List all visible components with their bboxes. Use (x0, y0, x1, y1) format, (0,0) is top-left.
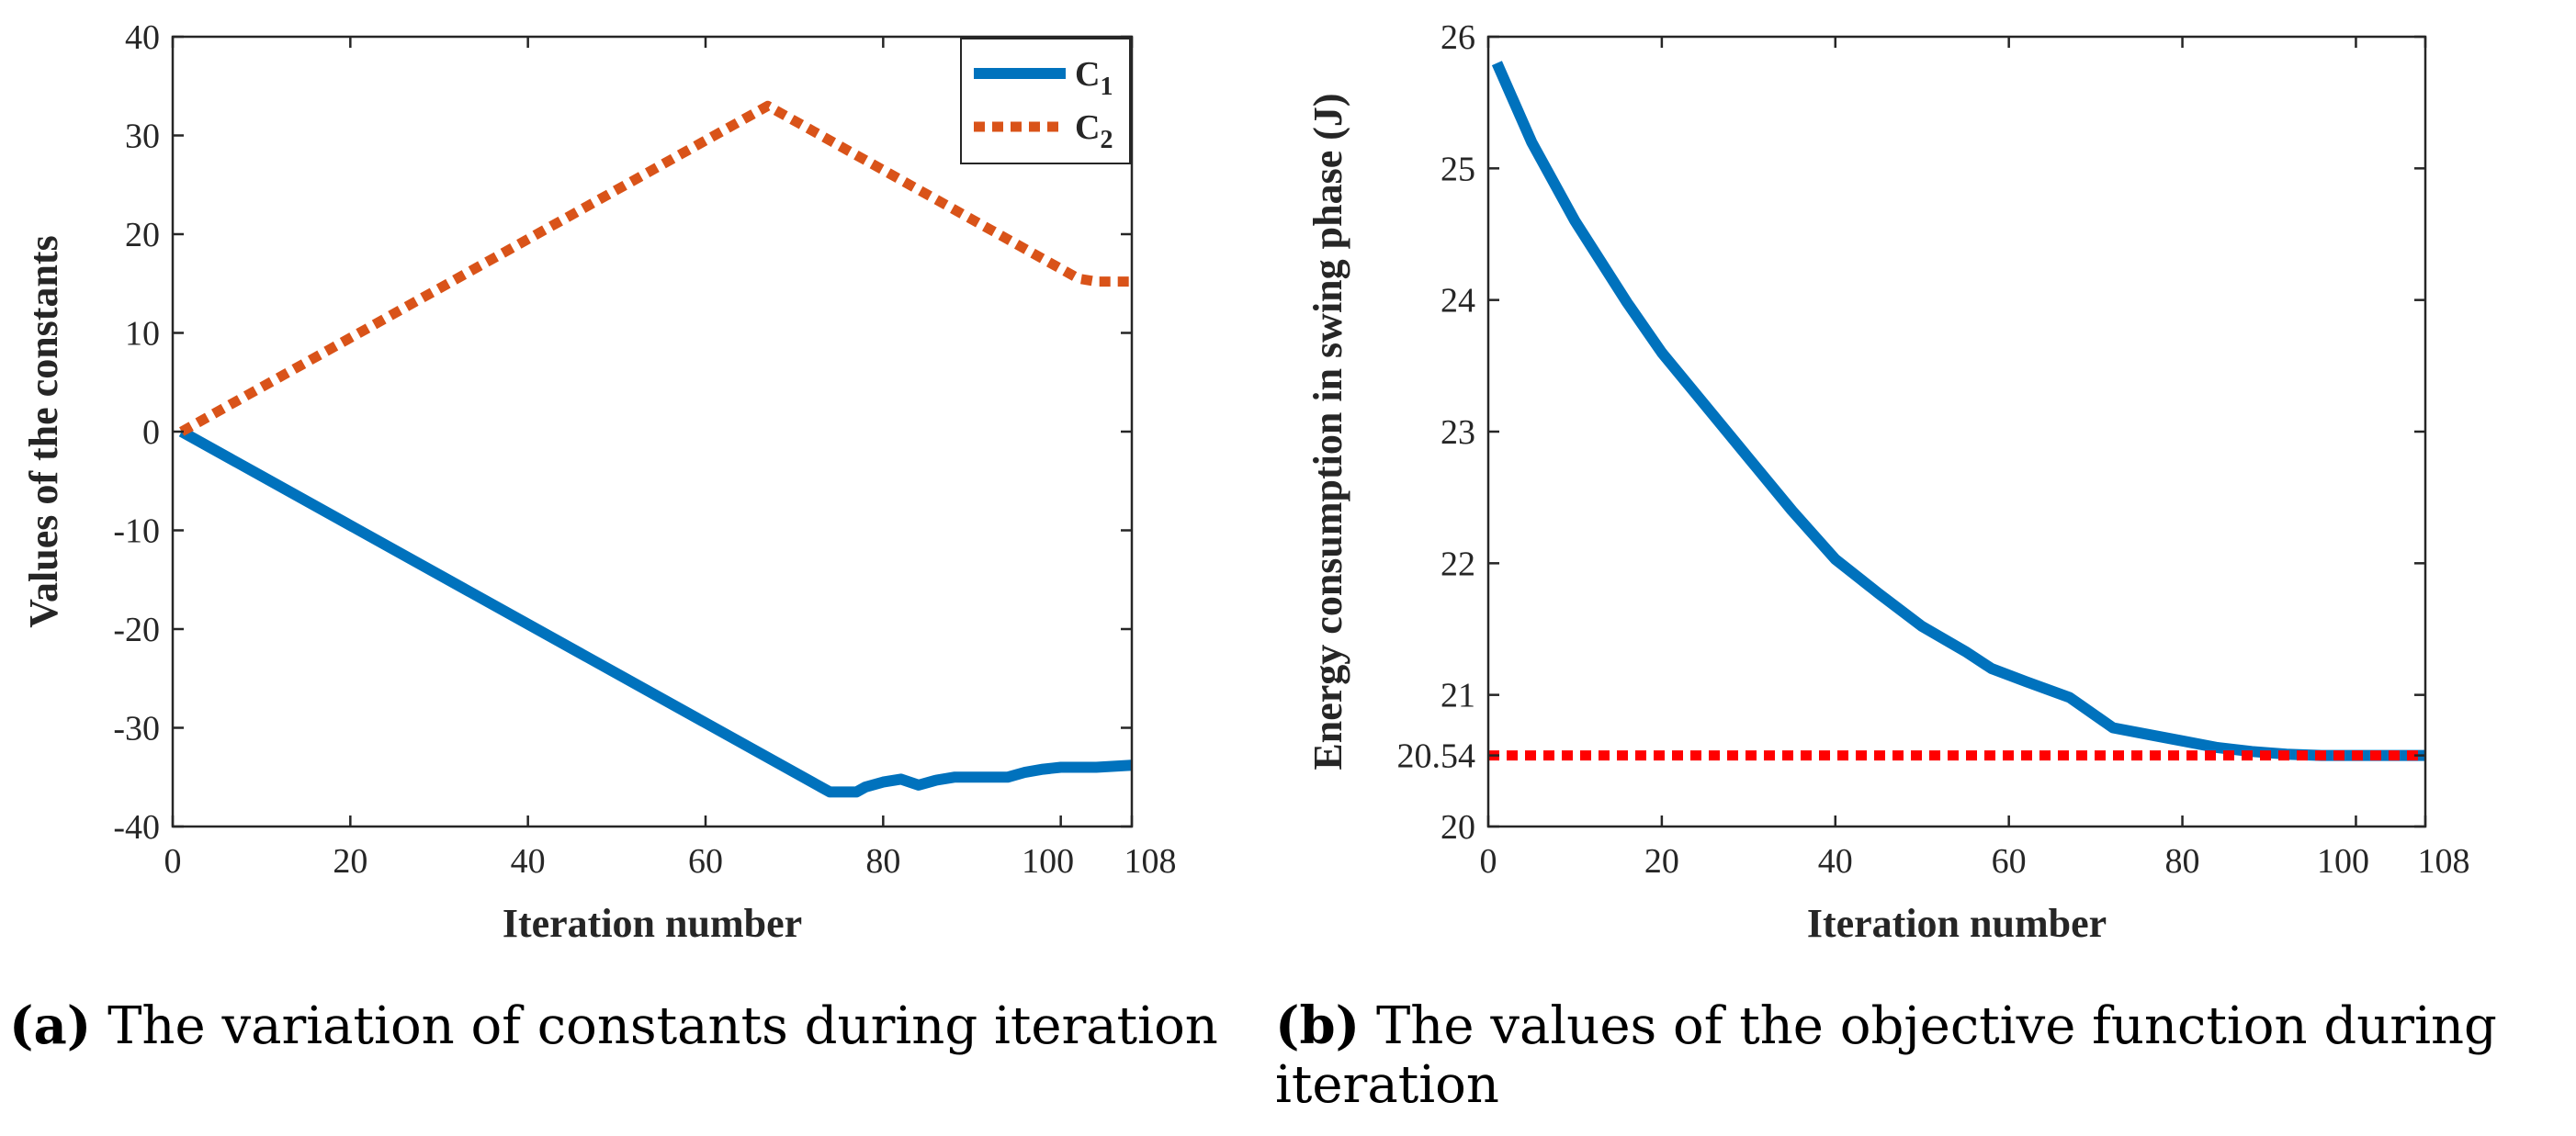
caption-a-text: The variation of constants during iterat… (91, 996, 1218, 1056)
caption-a-tag: (a) (9, 995, 92, 1056)
chart-a-xtick-label-0: 0 (164, 842, 182, 881)
chart-a-xtick-label-3: 60 (688, 842, 723, 881)
chart-b-series-1-line (1491, 61, 2425, 761)
chart-a-xtick-label-2: 40 (511, 842, 546, 881)
chart-a-ytick-label-2: -20 (113, 611, 160, 649)
chart-a-legend-box (960, 38, 1131, 164)
chart-a-ytick-label-1: -30 (113, 710, 160, 748)
chart-a-ytick-label-4: 0 (142, 413, 160, 452)
chart-a-series-1-line (178, 426, 1133, 798)
chart-b-xtick-label-0: 0 (1480, 842, 1497, 881)
chart-b-ylabel: Energy consumption in swing phase (J) (1305, 93, 1350, 770)
chart-a-ytick-label-8: 40 (125, 18, 160, 57)
chart-b-xtick-label-4: 80 (2165, 842, 2200, 881)
chart-a-ylabel: Values of the constants (21, 235, 66, 627)
chart-b-ytick-label-0: 20 (1441, 808, 1475, 847)
chart-a: 0 20 40 60 80 100 108 -40 -30 -20 -10 0 10 20 30 40 Iter… (21, 18, 1177, 946)
chart-b-xlabel: Iteration number (1807, 901, 2107, 946)
chart-a-series-2-line (179, 100, 1132, 436)
chart-b-xtick-label-5: 100 (2317, 842, 2369, 881)
chart-a-legend-label-1-subscript: 1 (1100, 73, 1113, 101)
caption-b-text: The values of the objective function dur… (1360, 996, 2497, 1056)
chart-a-ytick-label-5: 10 (125, 315, 160, 354)
chart-a-legend-label-1: C1 (1075, 55, 1113, 101)
chart-b-xtick-label-3: 60 (1992, 842, 2027, 881)
chart-a-xtick-label-4: 80 (865, 842, 900, 881)
chart-b-ytick-label-1: 20.54 (1397, 737, 1476, 776)
chart-b-xtick-label-6: 108 (2418, 842, 2470, 881)
chart-a-ytick-label-3: -10 (113, 512, 160, 551)
chart-b-ytick-label-3: 22 (1441, 545, 1475, 583)
caption-a: (a) The variation of constants during it… (9, 996, 1218, 1056)
chart-a-legend-label-2-subscript: 2 (1100, 126, 1113, 154)
chart-a-legend-label-1-name: C (1075, 55, 1100, 94)
chart-b-ytick-label-6: 25 (1441, 150, 1475, 188)
chart-a-xtick-label-6: 108 (1124, 842, 1177, 881)
chart-a-xlabel: Iteration number (503, 901, 802, 946)
chart-b-xtick-label-1: 20 (1644, 842, 1679, 881)
chart-b: 0 20 40 60 80 100 1082020.54212223242526Iterat… (1305, 18, 2470, 946)
chart-a-legend-label-2-name: C (1075, 108, 1100, 147)
chart-b-ytick-label-5: 24 (1441, 282, 1475, 321)
caption-b-text-line2: iteration (1275, 1055, 1499, 1115)
caption-b: (b) The values of the objective function… (1275, 996, 2497, 1115)
chart-b-xtick-label-2: 40 (1818, 842, 1853, 881)
chart-b-axes-frame (1486, 35, 2427, 828)
chart-a-ytick-label-7: 30 (125, 118, 160, 156)
chart-a-ytick-label-0: -40 (113, 808, 160, 847)
chart-a-ytick-label-6: 20 (125, 216, 160, 254)
chart-a-xtick-label-5: 100 (1022, 842, 1074, 881)
caption-b-tag: (b) (1275, 995, 1361, 1056)
chart-a-xtick-label-1: 20 (333, 842, 367, 881)
chart-b-ytick-label-2: 21 (1441, 677, 1475, 715)
chart-a-legend-label-2: C2 (1075, 108, 1113, 154)
chart-b-ytick-label-4: 23 (1441, 413, 1475, 452)
chart-b-ytick-label-7: 26 (1441, 18, 1475, 57)
